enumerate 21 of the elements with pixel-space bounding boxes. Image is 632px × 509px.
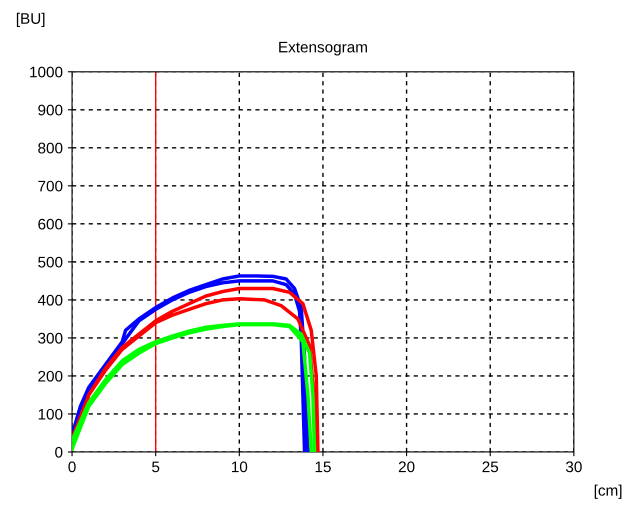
x-tick-label: 10 <box>232 461 248 472</box>
x-tick-label: 5 <box>152 462 160 472</box>
y-tick-label: 900 <box>38 104 62 116</box>
y-tick-label: 500 <box>38 256 62 268</box>
x-tick-label: 15 <box>316 462 331 472</box>
y-tick-label: 1000 <box>30 66 62 78</box>
x-tick-label: 20 <box>398 461 414 472</box>
y-tick-label: 100 <box>38 408 62 420</box>
y-tick-label: 700 <box>38 180 62 192</box>
x-axis-title: [cm] <box>594 484 622 499</box>
y-tick-label: 200 <box>38 370 62 382</box>
y-tick-label: 0 <box>55 446 62 458</box>
y-tick-label: 400 <box>38 294 62 306</box>
x-tick-label: 25 <box>482 461 498 472</box>
x-tick-label: 0 <box>68 461 76 472</box>
x-tick-label: 30 <box>566 461 582 472</box>
y-tick-label: 800 <box>38 142 62 154</box>
y-tick-label: 300 <box>38 332 62 344</box>
y-tick-label: 600 <box>38 218 62 230</box>
y-axis-title: [BU] <box>16 12 44 27</box>
chart-title: Extensogram <box>279 42 367 56</box>
